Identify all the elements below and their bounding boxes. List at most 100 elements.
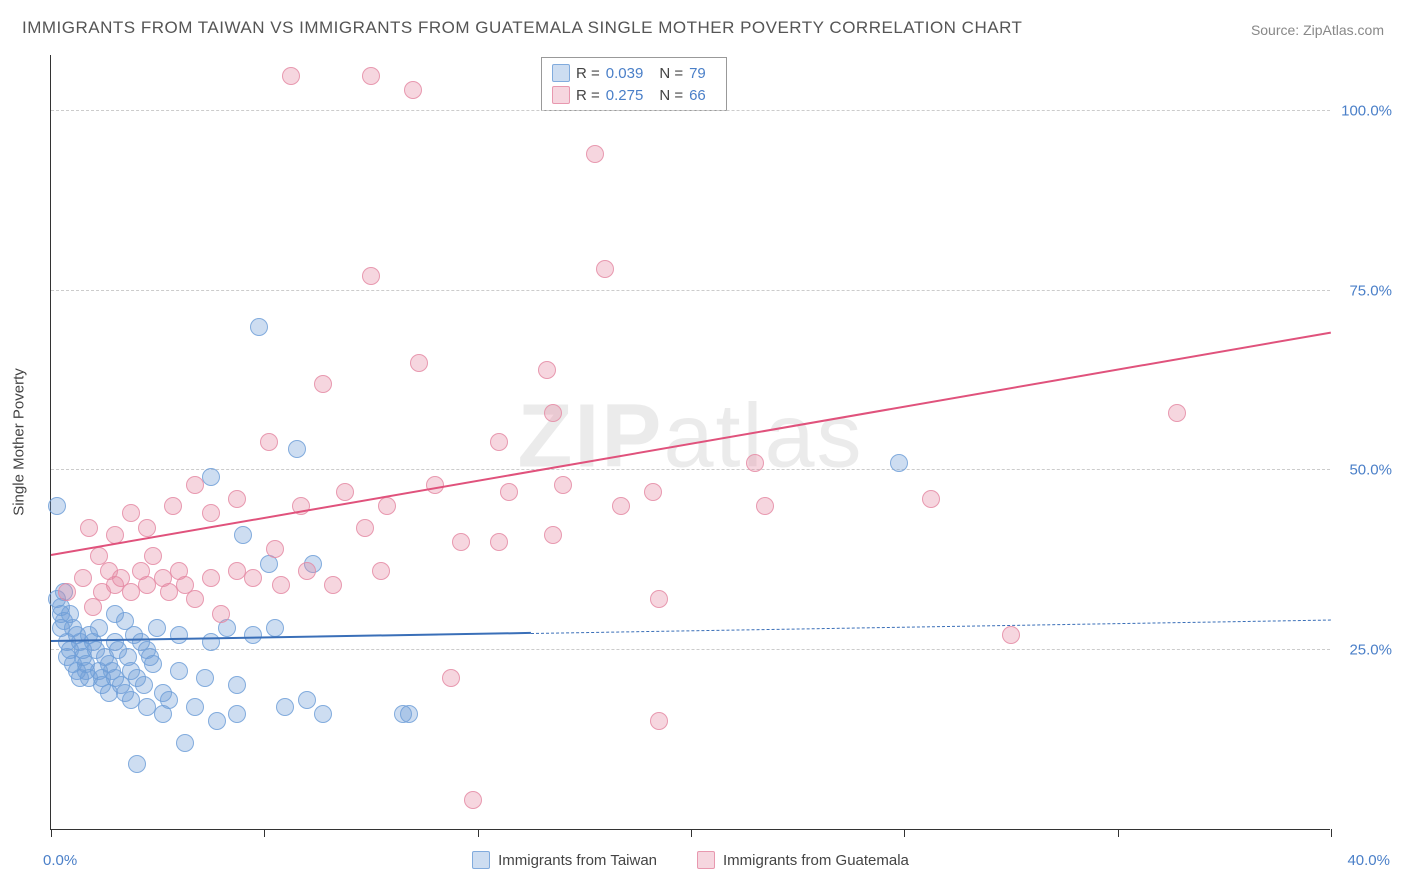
r-label: R =: [576, 65, 600, 82]
r-label: R =: [576, 87, 600, 104]
scatter-point: [356, 519, 374, 537]
scatter-point: [282, 67, 300, 85]
scatter-point: [48, 497, 66, 515]
scatter-point: [612, 497, 630, 515]
scatter-point: [266, 540, 284, 558]
y-tick-label: 25.0%: [1336, 641, 1392, 658]
x-tick: [904, 829, 905, 837]
scatter-point: [260, 433, 278, 451]
scatter-point: [554, 476, 572, 494]
watermark: ZIPatlas: [517, 385, 863, 488]
scatter-point: [186, 698, 204, 716]
scatter-point: [58, 583, 76, 601]
plot-area: ZIPatlas Single Mother Poverty R = 0.039…: [50, 55, 1330, 830]
y-tick-label: 100.0%: [1336, 103, 1392, 120]
scatter-point: [650, 712, 668, 730]
correlation-legend: R = 0.039 N = 79 R = 0.275 N = 66: [541, 57, 727, 111]
scatter-point: [298, 691, 316, 709]
x-tick: [1331, 829, 1332, 837]
watermark-rest: atlas: [663, 386, 863, 486]
legend-item-taiwan: Immigrants from Taiwan: [472, 851, 657, 869]
trend-line: [51, 332, 1331, 556]
scatter-point: [244, 626, 262, 644]
scatter-point: [144, 655, 162, 673]
x-axis-max-label: 40.0%: [1347, 852, 1390, 869]
scatter-point: [442, 669, 460, 687]
scatter-point: [1168, 404, 1186, 422]
legend-swatch-taiwan: [552, 64, 570, 82]
scatter-point: [276, 698, 294, 716]
scatter-point: [80, 519, 98, 537]
scatter-point: [144, 547, 162, 565]
scatter-point: [208, 712, 226, 730]
scatter-point: [186, 476, 204, 494]
correlation-legend-row: R = 0.275 N = 66: [552, 84, 716, 106]
scatter-point: [404, 81, 422, 99]
scatter-point: [138, 519, 156, 537]
scatter-point: [336, 483, 354, 501]
scatter-point: [452, 533, 470, 551]
x-tick: [691, 829, 692, 837]
x-tick: [1118, 829, 1119, 837]
scatter-point: [266, 619, 284, 637]
legend-item-guatemala: Immigrants from Guatemala: [697, 851, 909, 869]
scatter-point: [228, 705, 246, 723]
y-tick-label: 75.0%: [1336, 282, 1392, 299]
scatter-point: [596, 260, 614, 278]
scatter-point: [202, 504, 220, 522]
series-legend: Immigrants from Taiwan Immigrants from G…: [51, 851, 1330, 869]
scatter-point: [186, 590, 204, 608]
scatter-point: [324, 576, 342, 594]
scatter-point: [490, 433, 508, 451]
scatter-point: [400, 705, 418, 723]
y-tick-label: 50.0%: [1336, 462, 1392, 479]
scatter-point: [160, 691, 178, 709]
scatter-point: [228, 676, 246, 694]
scatter-point: [202, 468, 220, 486]
n-label: N =: [659, 87, 683, 104]
scatter-point: [410, 354, 428, 372]
scatter-point: [202, 633, 220, 651]
scatter-point: [202, 569, 220, 587]
scatter-point: [746, 454, 764, 472]
scatter-point: [890, 454, 908, 472]
y-axis-title: Single Mother Poverty: [11, 368, 28, 516]
scatter-point: [212, 605, 230, 623]
scatter-point: [922, 490, 940, 508]
scatter-point: [314, 705, 332, 723]
scatter-point: [272, 576, 290, 594]
scatter-point: [128, 755, 146, 773]
gridline: [51, 290, 1330, 291]
scatter-point: [500, 483, 518, 501]
scatter-point: [298, 562, 316, 580]
scatter-point: [74, 569, 92, 587]
scatter-point: [164, 497, 182, 515]
r-value: 0.039: [606, 65, 644, 82]
scatter-point: [135, 676, 153, 694]
scatter-point: [314, 375, 332, 393]
gridline: [51, 469, 1330, 470]
chart-title: IMMIGRANTS FROM TAIWAN VS IMMIGRANTS FRO…: [22, 18, 1022, 38]
scatter-point: [650, 590, 668, 608]
legend-swatch-guatemala: [552, 86, 570, 104]
correlation-legend-row: R = 0.039 N = 79: [552, 62, 716, 84]
scatter-point: [426, 476, 444, 494]
x-tick: [51, 829, 52, 837]
scatter-point: [196, 669, 214, 687]
scatter-point: [372, 562, 390, 580]
scatter-point: [170, 626, 188, 644]
scatter-point: [464, 791, 482, 809]
scatter-point: [490, 533, 508, 551]
scatter-point: [1002, 626, 1020, 644]
scatter-point: [362, 267, 380, 285]
scatter-point: [644, 483, 662, 501]
chart-source: Source: ZipAtlas.com: [1251, 22, 1384, 38]
n-value: 66: [689, 87, 706, 104]
scatter-point: [544, 404, 562, 422]
scatter-point: [176, 734, 194, 752]
scatter-point: [170, 662, 188, 680]
gridline: [51, 649, 1330, 650]
x-tick: [478, 829, 479, 837]
scatter-point: [228, 490, 246, 508]
legend-swatch-guatemala: [697, 851, 715, 869]
